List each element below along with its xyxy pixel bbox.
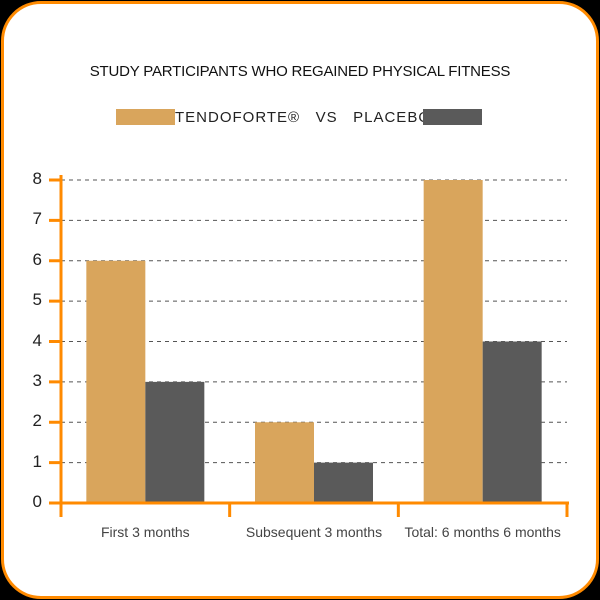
y-tick-label: 3 — [32, 370, 42, 390]
y-tick-label: 8 — [32, 169, 42, 188]
bar-placebo-0 — [145, 381, 205, 503]
y-tick-label: 1 — [32, 451, 42, 471]
y-tick-label: 2 — [32, 411, 42, 431]
bar-tendoforte-2 — [423, 180, 483, 503]
bar-tendoforte-0 — [86, 260, 146, 503]
x-category-label: First 3 months — [100, 524, 190, 540]
x-category-label: Subsequent 3 months — [245, 524, 383, 540]
y-tick-label: 0 — [32, 492, 42, 511]
legend-text: TENDOFORTE® VS PLACEBO — [175, 109, 431, 126]
legend: TENDOFORTE® VS PLACEBO — [0, 108, 600, 128]
legend-swatch-placebo — [423, 109, 482, 125]
legend-swatch-tendoforte — [116, 109, 175, 125]
y-tick-label: 7 — [32, 209, 42, 229]
bar-placebo-2 — [482, 341, 542, 503]
x-category-label: Total: 6 months 6 months — [404, 524, 561, 540]
y-tick-label: 4 — [32, 330, 42, 350]
bar-placebo-1 — [314, 462, 373, 503]
chart-title: STUDY PARTICIPANTS WHO REGAINED PHYSICAL… — [89, 63, 511, 80]
y-tick-label: 6 — [32, 249, 42, 269]
y-tick-label: 5 — [32, 290, 42, 310]
bar-tendoforte-1 — [255, 422, 314, 503]
